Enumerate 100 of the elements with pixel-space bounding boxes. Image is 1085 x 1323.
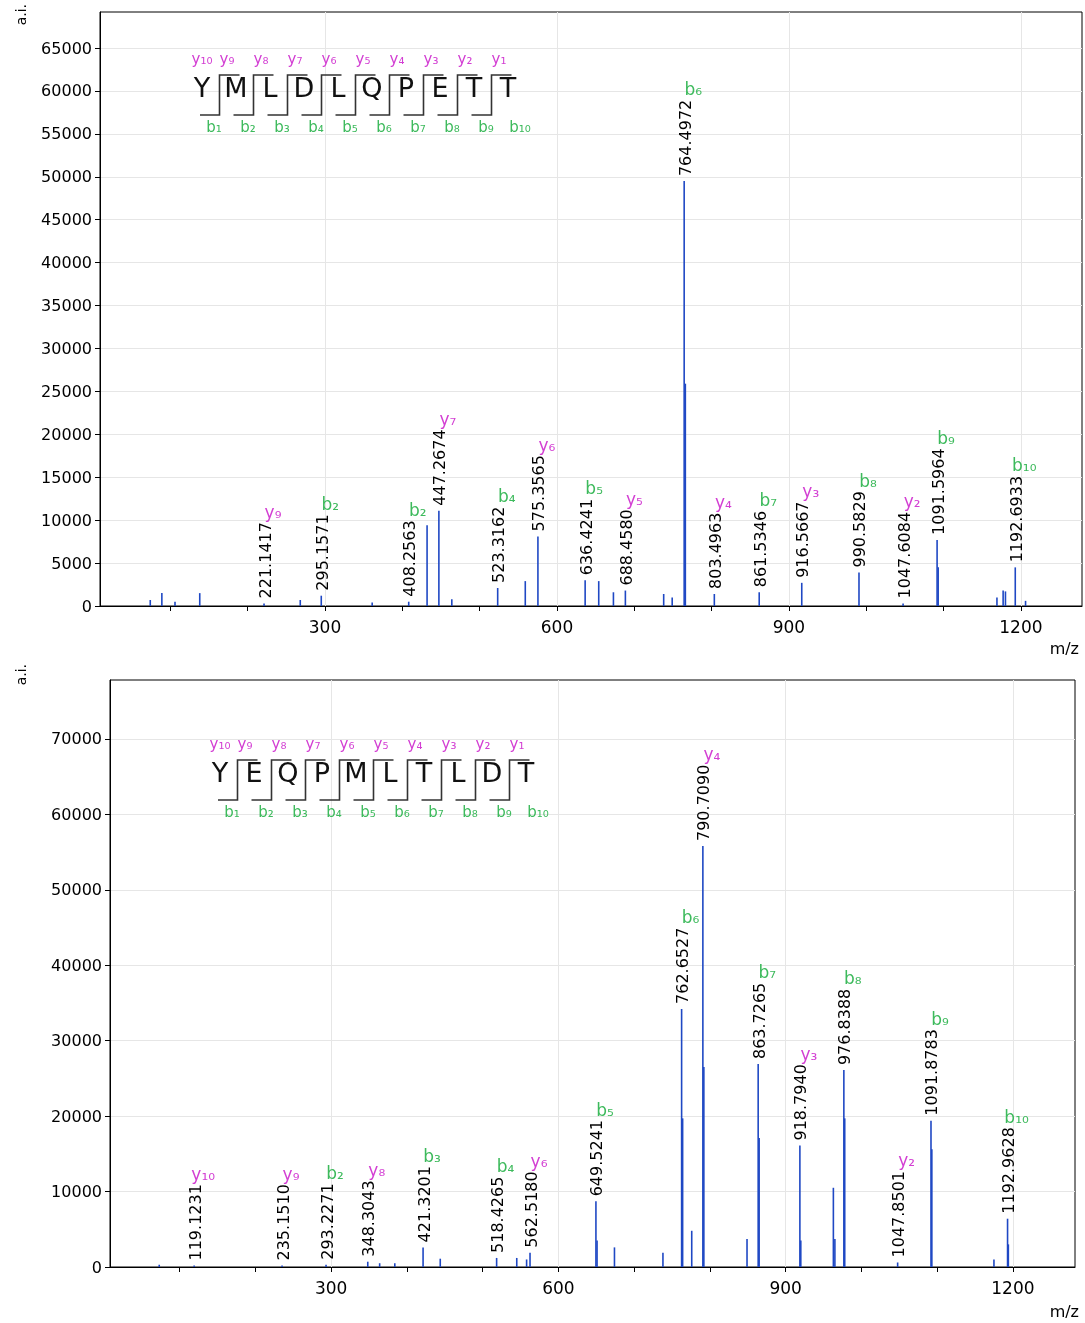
annotation: 1091.5964 [928, 448, 948, 535]
annotation: 421.3201 [414, 1166, 434, 1243]
annotation: y₄ [714, 492, 732, 513]
y-tick-label: 0 [91, 1257, 102, 1277]
annotation: M [224, 72, 248, 103]
annotation: 447.2674 [430, 429, 450, 506]
annotation: y₄ [389, 50, 405, 68]
y-tick-label: 10000 [51, 1182, 102, 1202]
annotation: 916.5667 [793, 501, 813, 578]
annotation: P [313, 757, 331, 788]
annotation: b₁₀ [1012, 455, 1037, 476]
annotation: b₇ [758, 962, 777, 983]
annotation: L [382, 757, 398, 788]
x-tick-label: 1200 [999, 616, 1043, 637]
annotation: y₁ [491, 50, 507, 68]
annotation: E [245, 757, 263, 788]
annotation: 293.2271 [317, 1183, 337, 1260]
annotation: y₇ [439, 408, 457, 429]
annotation: 1047.6084 [894, 511, 914, 599]
annotation: 636.4241 [576, 498, 596, 576]
annotation: y₈ [253, 50, 269, 68]
annotation: 295.1571 [312, 514, 332, 591]
annotation: y₅ [625, 488, 643, 509]
annotation: b₄ [496, 1156, 515, 1177]
annotation: Q [277, 757, 299, 788]
annotation: 575.3565 [529, 455, 549, 532]
annotation: y₇ [305, 735, 321, 753]
y-tick-label: 10000 [41, 510, 92, 530]
x-tick-label: 300 [314, 1277, 348, 1298]
annotation: T [415, 757, 433, 788]
annotation: b₂ [321, 493, 340, 514]
y-tick-label: 20000 [51, 1106, 102, 1126]
annotation: y₁₀ [191, 1163, 216, 1184]
annotation: y₉ [264, 501, 282, 522]
x-tick-label: 900 [769, 1277, 802, 1298]
annotation: y₆ [321, 50, 337, 68]
annotation: y₇ [287, 50, 303, 68]
annotation: 408.2563 [400, 520, 420, 597]
annotation: y₆ [538, 434, 556, 455]
annotation: b₂ [408, 499, 427, 520]
annotation: 518.4265 [488, 1176, 508, 1253]
annotation: 1047.8501 [889, 1170, 909, 1258]
annotation: b₆ [681, 907, 700, 928]
x-tick-label: 600 [542, 1277, 575, 1298]
annotation: 803.4963 [705, 512, 725, 589]
y-tick-label: 70000 [51, 729, 102, 749]
annotation: b₁₀ [527, 803, 549, 821]
annotation: y₉ [237, 735, 253, 753]
annotation: T [517, 757, 535, 788]
annotation: y₃ [800, 1043, 818, 1064]
annotation: b₈ [444, 118, 460, 136]
x-tick-label: 600 [540, 616, 574, 637]
annotation: b₉ [496, 803, 512, 821]
x-tick-label: 1200 [991, 1277, 1035, 1298]
annotation: 562.5180 [521, 1171, 541, 1248]
y-tick-label: 50000 [51, 880, 102, 900]
annotation: 976.8388 [835, 988, 855, 1066]
annotation: 918.7940 [791, 1064, 811, 1141]
annotation: b₄ [497, 486, 516, 507]
annotation: y₈ [368, 1159, 386, 1180]
annotation: Y [193, 72, 211, 103]
annotation: b₁ [206, 118, 222, 136]
annotation: 523.3162 [489, 506, 509, 583]
annotation: D [293, 72, 315, 103]
annotation: b₅ [360, 803, 376, 821]
annotation: 235.1510 [273, 1184, 293, 1261]
annotation: y₉ [282, 1163, 300, 1184]
y-tick-label: 50000 [41, 167, 92, 187]
annotation: Q [361, 72, 383, 103]
annotation: b₉ [478, 118, 494, 136]
annotation: b₇ [759, 490, 778, 511]
annotation: y₂ [903, 491, 921, 512]
annotation: y₃ [423, 50, 439, 68]
annotation: y₃ [441, 735, 457, 753]
annotation: b₆ [376, 118, 392, 136]
annotation: 1192.9628 [999, 1127, 1019, 1214]
annotation: y₄ [703, 744, 721, 765]
annotation: 348.3043 [359, 1180, 379, 1257]
annotation: y₉ [219, 50, 235, 68]
annotation: y₅ [355, 50, 371, 68]
annotation: y₃ [802, 480, 820, 501]
annotation: L [330, 72, 346, 103]
annotation: b₂ [258, 803, 274, 821]
annotation: 861.5346 [750, 510, 770, 588]
annotation: 764.4972 [675, 99, 695, 177]
x-axis-title: m/z [1049, 1301, 1079, 1321]
y-tick-label: 60000 [51, 804, 102, 824]
annotation: b₇ [428, 803, 444, 821]
annotation: 688.4580 [616, 509, 636, 586]
annotation: 990.5829 [850, 491, 870, 568]
annotation: b₈ [462, 803, 478, 821]
y-tick-label: 55000 [41, 124, 92, 144]
annotation: P [397, 72, 415, 103]
annotation: 1192.6933 [1006, 475, 1026, 563]
annotation: b₇ [410, 118, 426, 136]
annotation: b₂ [326, 1162, 344, 1183]
annotation: y₂ [898, 1150, 916, 1171]
annotation: b₃ [423, 1145, 441, 1166]
annotation: b₅ [342, 118, 358, 136]
annotation: y₅ [373, 735, 389, 753]
